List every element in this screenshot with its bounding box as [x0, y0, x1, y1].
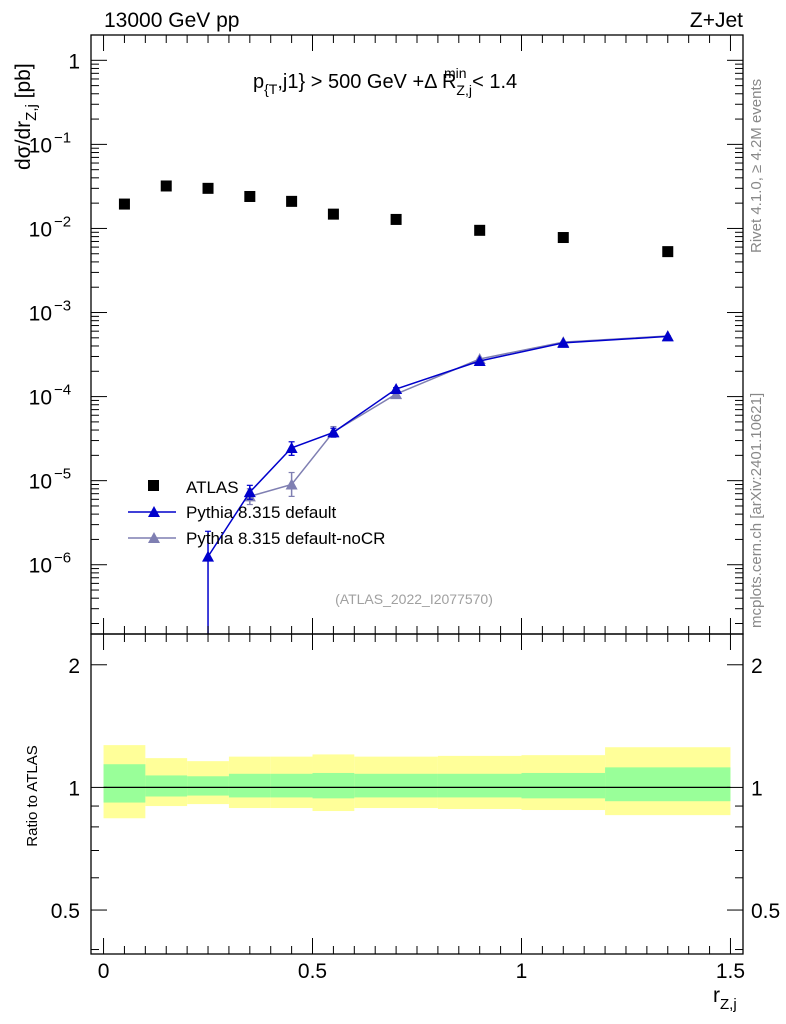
main-title: p{T,j1} > 500 GeV +Δ RZ,jmin < 1.4 — [253, 65, 517, 98]
ratio-band-inner — [521, 772, 606, 799]
ratio-ytick-label-right: 2 — [751, 655, 763, 678]
legend-pythia-default-marker — [148, 506, 160, 517]
pythia-default-point — [390, 383, 403, 395]
atlas-point — [286, 195, 298, 207]
main-axis-ticks: 110−110−210−310−410−510−6 — [29, 34, 743, 634]
pythia-nocr-point — [285, 478, 298, 490]
pythia-default-point — [202, 550, 215, 562]
legend: ATLAS Pythia 8.315 default Pythia 8.315 … — [128, 478, 385, 548]
atlas-point — [474, 224, 486, 236]
ratio-panel: 0.5 0.51 12 20 0.5 1 1.5 Ratio to ATLAS rZ,j — [24, 633, 780, 1013]
rivet-version-label: Rivet 4.1.0, ≥ 4.2M events — [748, 79, 765, 253]
main-ytick-label: 10 — [29, 218, 52, 241]
main-ytick-exponent: −4 — [54, 382, 71, 399]
xtick-label: 0.5 — [298, 960, 327, 983]
atlas-point — [160, 180, 172, 192]
main-series-layer — [118, 180, 674, 634]
main-ytick-exponent: −2 — [54, 213, 71, 230]
ratio-band-inner — [145, 775, 188, 797]
ratio-ytick-label-left: 2 — [68, 655, 80, 678]
atlas-point — [327, 208, 339, 220]
ratio-band-inner — [228, 773, 271, 798]
header-process-label: Z+Jet — [690, 9, 743, 32]
main-ytick-label: 1 — [68, 50, 80, 73]
main-ytick-exponent: −5 — [54, 466, 71, 483]
main-ytick-exponent: −1 — [54, 129, 71, 146]
ratio-band-inner — [103, 764, 146, 803]
pythia-default-point — [557, 336, 570, 348]
ratio-band-inner — [312, 772, 355, 799]
atlas-point — [557, 232, 569, 244]
pythia-default-point — [473, 355, 486, 367]
legend-pythia-nocr-label: Pythia 8.315 default-noCR — [186, 529, 385, 548]
mcplots-label: mcplots.cern.ch [arXiv:2401.10621] — [748, 393, 765, 628]
ratio-frame — [90, 633, 744, 955]
ratio-ytick-label-left: 1 — [68, 777, 80, 800]
pythia-default-point — [661, 330, 674, 342]
ratio-ylabel: Ratio to ATLAS — [24, 745, 41, 846]
main-ylabel: dσ/drZ,j [pb] — [12, 63, 40, 170]
pythia-default-point — [327, 426, 340, 438]
main-ytick-label: 10 — [29, 555, 52, 578]
atlas-point — [390, 213, 402, 225]
analysis-watermark: (ATLAS_2022_I2077570) — [335, 591, 493, 607]
legend-atlas-marker — [148, 480, 159, 491]
atlas-point — [662, 246, 674, 258]
ratio-band-inner — [437, 773, 522, 798]
ratio-ytick-label-left: 0.5 — [51, 900, 80, 923]
ratio-ytick-label-right: 0.5 — [751, 900, 780, 923]
ratio-ytick-label-right: 1 — [751, 777, 763, 800]
main-ytick-label: 10 — [29, 471, 52, 494]
main-ytick-label: 10 — [29, 134, 52, 157]
main-ytick-exponent: −6 — [54, 550, 71, 567]
atlas-point — [202, 182, 214, 194]
main-panel: 110−110−210−310−410−510−6 p{T,j1} > 500 … — [12, 34, 744, 635]
ratio-axis-ticks: 0.5 0.5 1 1 2 2 0 0.5 1 1.5 — [51, 634, 780, 983]
pythia-default-point — [285, 441, 298, 453]
atlas-point — [118, 198, 130, 210]
pythia-default-line — [207, 335, 668, 558]
legend-pythia-nocr-marker — [148, 532, 160, 543]
main-ytick-label: 10 — [29, 387, 52, 410]
ratio-band-layer — [103, 745, 731, 819]
header-energy-label: 13000 GeV pp — [104, 9, 239, 32]
xtick-label: 0 — [98, 960, 110, 983]
legend-atlas-label: ATLAS — [186, 478, 239, 497]
ratio-band-inner — [187, 776, 229, 796]
ratio-band-inner — [605, 767, 731, 802]
xtick-label: 1.5 — [716, 960, 745, 983]
pythia-default-point — [243, 486, 256, 498]
xtick-label: 1 — [516, 960, 528, 983]
main-ytick-label: 10 — [29, 303, 52, 326]
ratio-band-inner — [270, 773, 313, 798]
main-ytick-exponent: −3 — [54, 298, 71, 315]
ratio-band-inner — [354, 773, 438, 798]
atlas-point — [244, 190, 256, 202]
legend-pythia-default-label: Pythia 8.315 default — [186, 503, 337, 522]
